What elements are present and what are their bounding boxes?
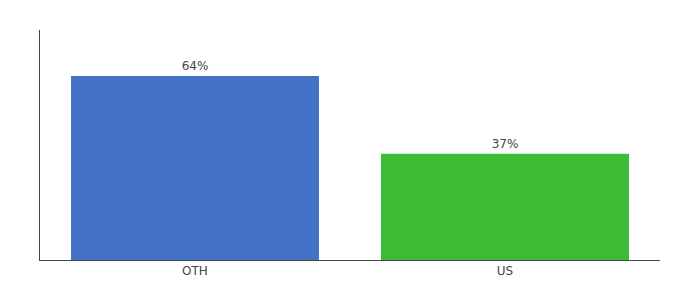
svg-text:37%: 37% (492, 137, 519, 151)
svg-text:OTH: OTH (182, 264, 208, 278)
svg-text:64%: 64% (182, 59, 209, 73)
svg-text:US: US (497, 264, 513, 278)
